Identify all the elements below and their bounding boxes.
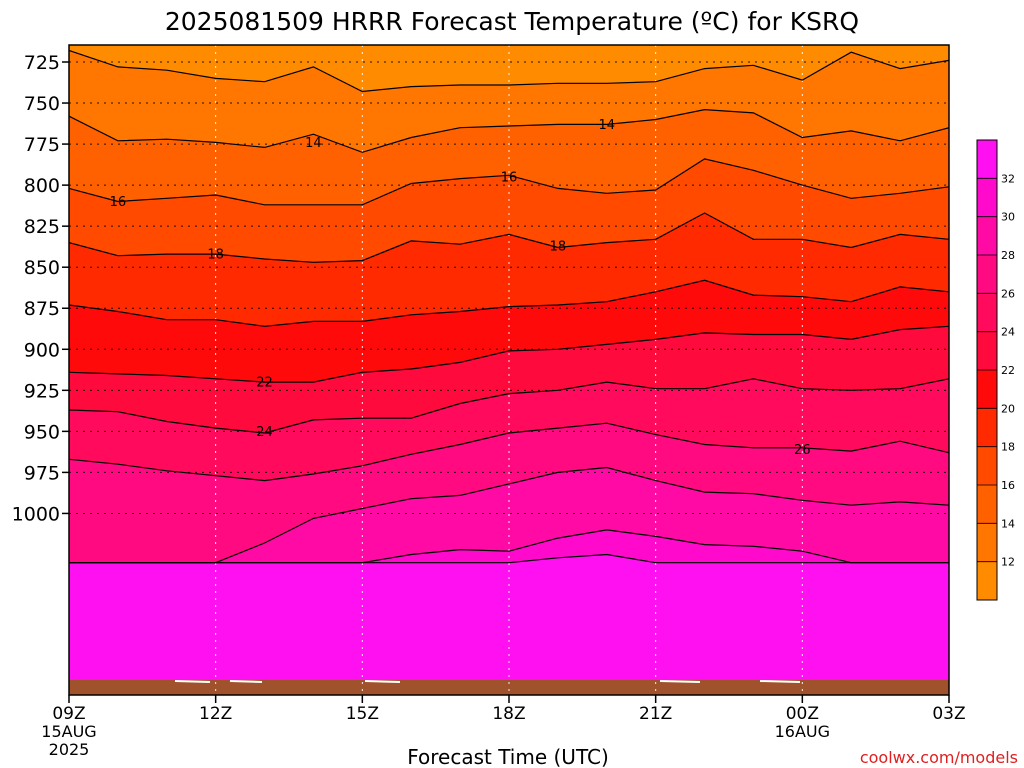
x-axis-label: Forecast Time (UTC) bbox=[407, 745, 609, 768]
y-tick-label: 825 bbox=[24, 216, 60, 238]
colorbar-segment bbox=[977, 331, 997, 371]
plot-area: 14 14 16 16 18 18 22 24 26 bbox=[69, 45, 949, 695]
y-tick-label: 725 bbox=[24, 52, 60, 74]
contour-line-22 bbox=[69, 325, 949, 383]
contour-label-16: 16 bbox=[110, 195, 127, 210]
y-axis: 725 750 775 800 825 850 875 900 925 950 975 1000 bbox=[12, 52, 69, 525]
contour-line-20 bbox=[69, 279, 949, 327]
colorbar-tick-label: 26 bbox=[1001, 287, 1015, 300]
x-tick-label: 15Z bbox=[346, 704, 379, 724]
x-tick-label: 18Z bbox=[492, 704, 525, 724]
contour-label-18: 18 bbox=[550, 239, 567, 254]
contour-label-14: 14 bbox=[599, 118, 616, 133]
chart-title: 2025081509 HRRR Forecast Temperature (ºC… bbox=[165, 7, 859, 36]
surface-mark bbox=[759, 680, 801, 683]
colorbar-tick-label: 20 bbox=[1001, 402, 1015, 415]
colorbar-segment bbox=[977, 293, 997, 332]
x-tick-label: 12Z bbox=[199, 704, 232, 724]
y-tick-label: 975 bbox=[24, 462, 60, 484]
x-tick-label: 09Z bbox=[52, 704, 85, 724]
contour-line-18 bbox=[69, 212, 949, 263]
contour-line-16 bbox=[69, 158, 949, 206]
y-tick-label: 925 bbox=[24, 380, 60, 402]
colorbar-segment bbox=[977, 446, 997, 486]
y-tick-label: 775 bbox=[24, 134, 60, 156]
band-above-32 bbox=[69, 554, 949, 695]
colorbar-segment bbox=[977, 216, 997, 256]
contour-line-24 bbox=[69, 378, 949, 434]
surface-mark bbox=[659, 680, 701, 683]
contour-label-22: 22 bbox=[256, 376, 273, 391]
colorbar: 12 14 16 18 20 22 24 26 28 30 32 bbox=[976, 139, 1015, 601]
contour-label-16: 16 bbox=[501, 170, 518, 185]
colorbar-segment bbox=[977, 370, 997, 409]
surface-mark bbox=[229, 680, 263, 683]
colorbar-segment bbox=[977, 561, 997, 601]
y-tick-label: 850 bbox=[24, 257, 60, 279]
colorbar-segment bbox=[977, 408, 997, 447]
y-tick-label: 950 bbox=[24, 421, 60, 443]
x-tick-label: 00Z bbox=[786, 704, 819, 724]
x-tick-label: 03Z bbox=[932, 704, 965, 724]
colorbar-tick-label: 22 bbox=[1001, 364, 1015, 377]
surface-mark bbox=[364, 680, 401, 683]
contour-label-18: 18 bbox=[207, 248, 224, 263]
contour-label-24: 24 bbox=[256, 425, 273, 440]
surface-strip bbox=[69, 680, 949, 695]
colorbar-tick-label: 28 bbox=[1001, 249, 1015, 262]
colorbar-tick-label: 16 bbox=[1001, 479, 1015, 492]
x-date-label: 15AUG bbox=[41, 722, 96, 741]
contour-labels: 14 14 16 16 18 18 22 24 26 bbox=[110, 118, 811, 458]
colorbar-segment bbox=[977, 255, 997, 294]
y-tick-label: 900 bbox=[24, 339, 60, 361]
colorbar-tick-label: 18 bbox=[1001, 441, 1015, 454]
y-tick-label: 800 bbox=[24, 175, 60, 197]
surface-mark bbox=[174, 680, 211, 683]
contour-line-14 bbox=[69, 108, 949, 153]
credit-text: coolwx.com/models bbox=[860, 748, 1018, 767]
y-tick-label: 750 bbox=[24, 93, 60, 115]
colorbar-segment bbox=[977, 523, 997, 562]
colorbar-tick-label: 24 bbox=[1001, 326, 1015, 339]
y-tick-label: 1000 bbox=[12, 503, 60, 525]
surface-ground bbox=[69, 680, 949, 695]
colorbar-tick-label: 32 bbox=[1001, 172, 1015, 185]
colorbar-segment bbox=[977, 485, 997, 524]
x-date-label: 16AUG bbox=[775, 722, 830, 741]
colorbar-segment bbox=[977, 140, 997, 179]
contour-line-26 bbox=[69, 422, 949, 482]
colorbar-segment bbox=[977, 178, 997, 217]
y-tick-label: 875 bbox=[24, 298, 60, 320]
contour-label-26: 26 bbox=[794, 443, 811, 458]
contour-line-32 bbox=[69, 553, 949, 564]
colorbar-tick-label: 14 bbox=[1001, 517, 1015, 530]
x-tick-label: 21Z bbox=[639, 704, 672, 724]
colorbar-tick-label: 12 bbox=[1001, 556, 1015, 569]
contour-lines bbox=[69, 49, 949, 564]
contour-label-14: 14 bbox=[305, 136, 322, 151]
colorbar-tick-label: 30 bbox=[1001, 211, 1015, 224]
x-date-label: 2025 bbox=[49, 740, 90, 759]
temperature-fill-bands bbox=[69, 45, 949, 695]
contour-line-12 bbox=[69, 49, 949, 93]
